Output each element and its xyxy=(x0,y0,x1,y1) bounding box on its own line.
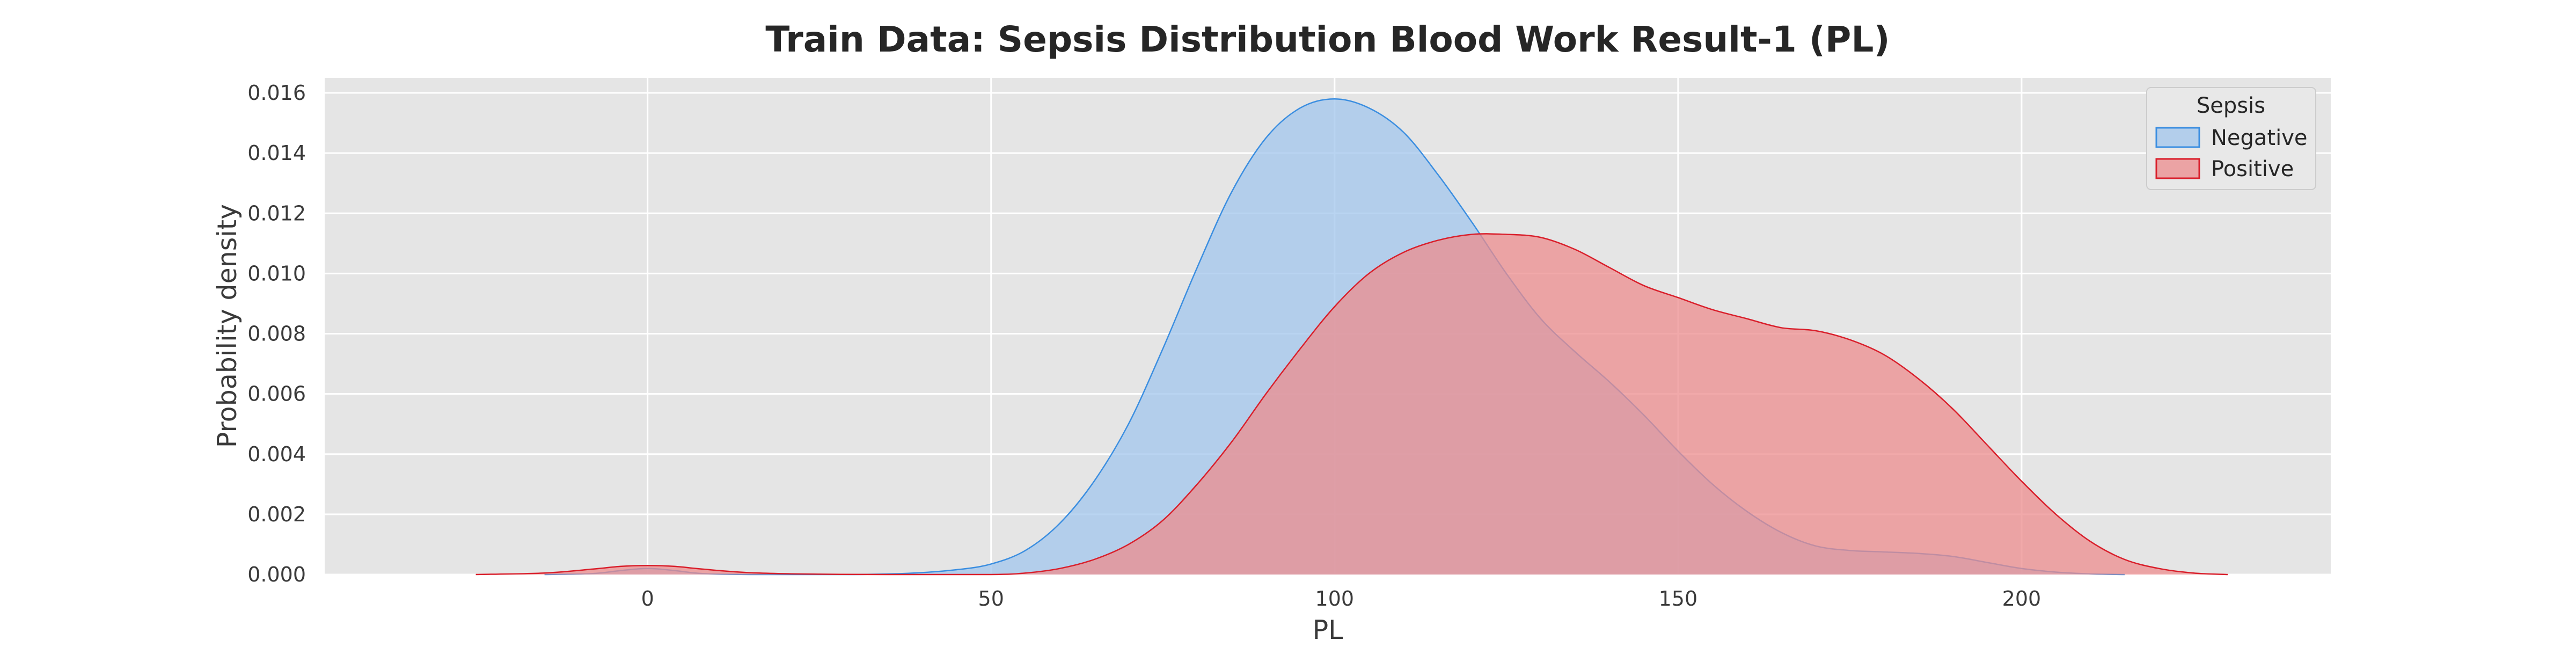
series-areas xyxy=(475,98,2228,576)
series-line-positive xyxy=(475,233,2228,576)
legend-label-positive: Positive xyxy=(2211,157,2294,181)
chart-title: Train Data: Sepsis Distribution Blood Wo… xyxy=(765,19,1890,60)
x-tick-labels: 0 50 100 150 200 xyxy=(641,587,2041,610)
legend-swatch-positive xyxy=(2155,158,2200,179)
x-tick-label: 100 xyxy=(1315,587,1355,610)
x-tick-label: 150 xyxy=(1659,587,1698,610)
y-tick-label: 0.010 xyxy=(247,261,306,285)
y-tick-labels: 0.000 0.002 0.004 0.006 0.008 0.010 0.012 0.014… xyxy=(247,81,306,586)
legend-title: Sepsis xyxy=(2197,93,2265,118)
legend: Sepsis Negative Positive xyxy=(2146,87,2316,190)
x-axis-label: PL xyxy=(1313,615,1344,644)
y-tick-label: 0.004 xyxy=(247,442,306,466)
y-axis-label: Probability density xyxy=(212,204,243,448)
x-tick-label: 200 xyxy=(2002,587,2041,610)
x-tick-label: 0 xyxy=(641,587,654,610)
y-tick-label: 0.008 xyxy=(247,322,306,346)
y-tick-label: 0.002 xyxy=(247,503,306,526)
y-tick-label: 0.016 xyxy=(247,81,306,105)
legend-label-negative: Negative xyxy=(2211,126,2308,150)
y-tick-label: 0.014 xyxy=(247,141,306,165)
y-tick-label: 0.000 xyxy=(247,563,306,586)
y-tick-label: 0.006 xyxy=(247,382,306,406)
series-area-positive xyxy=(475,234,2228,575)
x-tick-label: 50 xyxy=(978,587,1004,610)
legend-swatch-negative xyxy=(2155,127,2200,148)
y-tick-label: 0.012 xyxy=(247,201,306,225)
